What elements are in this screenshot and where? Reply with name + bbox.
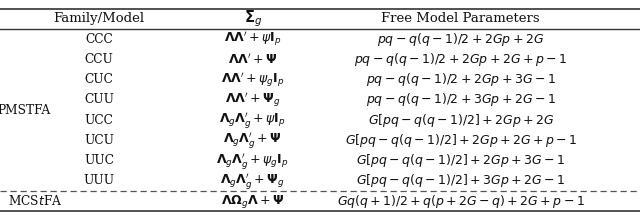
Text: UUC: UUC — [84, 154, 114, 167]
Text: CUU: CUU — [84, 93, 114, 106]
Text: $\boldsymbol{\Lambda\Lambda}' + \psi_g\mathbf{I}_p$: $\boldsymbol{\Lambda\Lambda}' + \psi_g\m… — [221, 70, 285, 89]
Text: MCS$t$FA: MCS$t$FA — [8, 194, 63, 208]
Text: $\boldsymbol{\Lambda}_g\boldsymbol{\Lambda}_g' + \boldsymbol{\Psi}$: $\boldsymbol{\Lambda}_g\boldsymbol{\Lamb… — [223, 130, 282, 150]
Text: UCU: UCU — [84, 134, 114, 147]
Text: $pq - q(q-1)/2 + 2Gp + 2G$: $pq - q(q-1)/2 + 2Gp + 2G$ — [377, 31, 545, 48]
Text: $Gq(q+1)/2 + q(p + 2G - q) + 2G + p - 1$: $Gq(q+1)/2 + q(p + 2G - q) + 2G + p - 1$ — [337, 192, 585, 210]
Text: CCU: CCU — [84, 53, 114, 66]
Text: $G[pq - q(q-1)/2] + 2Gp + 2G + p - 1$: $G[pq - q(q-1)/2] + 2Gp + 2G + p - 1$ — [344, 132, 577, 149]
Text: $pq - q(q-1)/2 + 2Gp + 3G - 1$: $pq - q(q-1)/2 + 2Gp + 3G - 1$ — [366, 71, 556, 88]
Text: $\boldsymbol{\Lambda}_g\boldsymbol{\Lambda}_g' + \psi_g\mathbf{I}_p$: $\boldsymbol{\Lambda}_g\boldsymbol{\Lamb… — [216, 151, 289, 170]
Text: CCC: CCC — [85, 33, 113, 46]
Text: UCC: UCC — [84, 114, 114, 127]
Text: $pq - q(q-1)/2 + 3Gp + 2G - 1$: $pq - q(q-1)/2 + 3Gp + 2G - 1$ — [366, 91, 556, 108]
Text: $pq - q(q-1)/2 + 2Gp + 2G + p - 1$: $pq - q(q-1)/2 + 2Gp + 2G + p - 1$ — [355, 51, 567, 68]
Text: $G[pq - q(q-1)/2] + 2Gp + 3G - 1$: $G[pq - q(q-1)/2] + 2Gp + 3G - 1$ — [356, 152, 565, 169]
Text: UUU: UUU — [84, 174, 115, 187]
Text: $\boldsymbol{\Lambda}_g\boldsymbol{\Lambda}_g' + \psi\mathbf{I}_p$: $\boldsymbol{\Lambda}_g\boldsymbol{\Lamb… — [220, 110, 286, 130]
Text: $\boldsymbol{\Lambda\Lambda}' + \psi\mathbf{I}_p$: $\boldsymbol{\Lambda\Lambda}' + \psi\mat… — [224, 30, 282, 48]
Text: $\boldsymbol{\Sigma}_g$: $\boldsymbol{\Sigma}_g$ — [244, 9, 262, 29]
Text: $\boldsymbol{\Lambda\Lambda}' + \boldsymbol{\Psi}$: $\boldsymbol{\Lambda\Lambda}' + \boldsym… — [228, 52, 278, 67]
Text: $\boldsymbol{\Lambda}_g\boldsymbol{\Lambda}_g' + \boldsymbol{\Psi}_g$: $\boldsymbol{\Lambda}_g\boldsymbol{\Lamb… — [220, 171, 285, 191]
Text: $\boldsymbol{\Lambda\Omega}_g\boldsymbol{\Lambda} + \boldsymbol{\Psi}$: $\boldsymbol{\Lambda\Omega}_g\boldsymbol… — [221, 192, 284, 210]
Text: Family/Model: Family/Model — [54, 12, 145, 26]
Text: $\boldsymbol{\Lambda\Lambda}' + \boldsymbol{\Psi}_g$: $\boldsymbol{\Lambda\Lambda}' + \boldsym… — [225, 91, 280, 109]
Text: PMSTFA: PMSTFA — [0, 103, 51, 117]
Text: CUC: CUC — [84, 73, 114, 86]
Text: $G[pq - q(q-1)/2] + 3Gp + 2G - 1$: $G[pq - q(q-1)/2] + 3Gp + 2G - 1$ — [356, 172, 565, 189]
Text: $G[pq - q(q-1)/2] + 2Gp + 2G$: $G[pq - q(q-1)/2] + 2Gp + 2G$ — [367, 112, 554, 129]
Text: Free Model Parameters: Free Model Parameters — [381, 12, 540, 26]
